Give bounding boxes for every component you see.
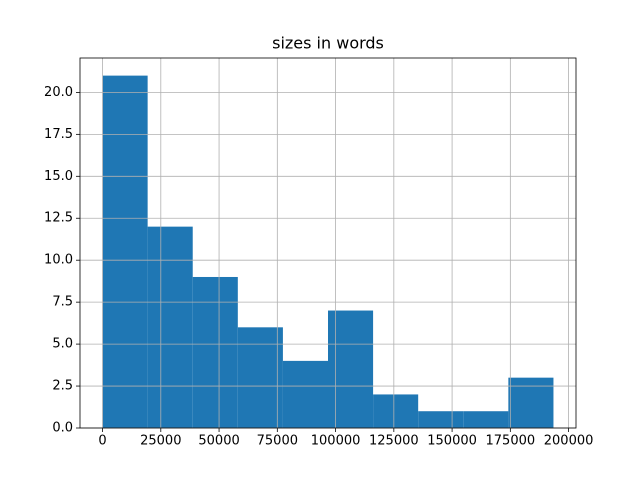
- bar: [147, 226, 193, 428]
- y-tick-label: 7.5: [52, 295, 73, 310]
- x-tick-label: 200000: [544, 434, 594, 449]
- y-tick-label: 17.5: [44, 127, 73, 142]
- x-tick-label: 175000: [486, 434, 536, 449]
- y-tick-label: 10.0: [44, 253, 73, 268]
- chart-title: sizes in words: [272, 34, 384, 53]
- bar: [508, 377, 554, 428]
- x-tick-label: 50000: [198, 434, 239, 449]
- y-tick-label: 0.0: [52, 421, 73, 436]
- y-tick-label: 15.0: [44, 169, 73, 184]
- axes-frame: [79, 57, 577, 429]
- x-tick-label: 125000: [369, 434, 419, 449]
- x-tick-label: 75000: [257, 434, 298, 449]
- x-tick-label: 25000: [140, 434, 181, 449]
- y-tick-label: 20.0: [44, 85, 73, 100]
- y-tick-label: 12.5: [44, 211, 73, 226]
- bar: [282, 360, 328, 428]
- bar: [328, 310, 374, 428]
- bar: [192, 276, 238, 428]
- x-tick-label: 0: [98, 434, 106, 449]
- bar: [373, 394, 419, 428]
- x-tick-label: 150000: [427, 434, 477, 449]
- bar: [237, 327, 283, 428]
- bar: [102, 75, 148, 428]
- y-tick-label: 2.5: [52, 379, 73, 394]
- bar: [463, 411, 509, 428]
- bar: [418, 411, 464, 428]
- x-tick-label: 100000: [311, 434, 361, 449]
- y-tick-label: 5.0: [52, 337, 73, 352]
